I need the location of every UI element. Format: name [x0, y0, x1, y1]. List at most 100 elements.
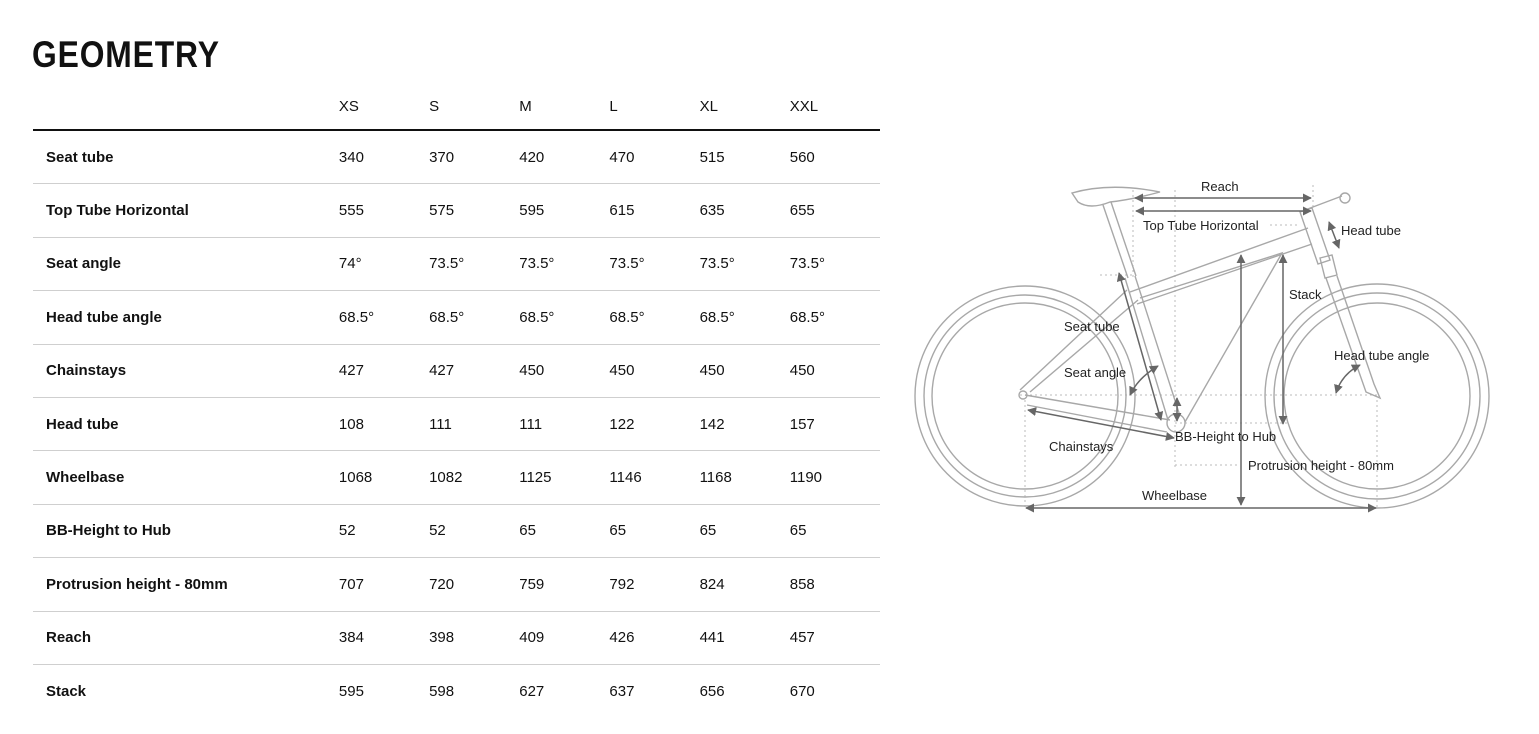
row-label: Top Tube Horizontal — [33, 183, 339, 238]
cell-value: 65 — [789, 504, 880, 559]
cell-value: 142 — [699, 397, 790, 452]
cell-value: 68.5° — [429, 290, 520, 345]
cell-value: 409 — [519, 611, 610, 665]
cell-value: 68.5° — [699, 290, 790, 345]
cell-value: 74° — [338, 237, 430, 292]
cell-value: 111 — [519, 397, 610, 452]
table-row: Stack 595 598 627 637 656 670 — [33, 664, 880, 717]
table-row: Chainstays 427 427 450 450 450 450 — [33, 344, 880, 398]
head-tube-angle-arc — [1334, 364, 1361, 394]
label-head-tube-angle: Head tube angle — [1334, 348, 1429, 363]
table-row: Head tube angle 68.5° 68.5° 68.5° 68.5° 68.5°… — [33, 290, 880, 345]
chainstays-arrow — [1027, 407, 1175, 441]
label-head-tube: Head tube — [1341, 223, 1401, 238]
size-header: XL — [699, 84, 790, 131]
cell-value: 370 — [429, 130, 520, 185]
cell-value: 450 — [519, 344, 610, 398]
cell-value: 1146 — [609, 450, 700, 505]
row-label: BB-Height to Hub — [33, 504, 339, 559]
label-bb-height: BB-Height to Hub — [1175, 429, 1276, 444]
label-top-tube: Top Tube Horizontal — [1143, 218, 1259, 233]
cell-value: 1168 — [699, 450, 790, 505]
cell-value: 555 — [338, 183, 430, 238]
size-header: M — [519, 84, 610, 131]
size-header: S — [429, 84, 520, 131]
cell-value: 595 — [519, 183, 610, 238]
cell-value: 450 — [789, 344, 880, 398]
head-tube-arrow — [1327, 221, 1341, 249]
cell-value: 68.5° — [519, 290, 610, 345]
cell-value: 707 — [338, 557, 430, 612]
cell-value: 65 — [609, 504, 700, 559]
cell-value: 635 — [699, 183, 790, 238]
cell-value: 858 — [789, 557, 880, 612]
cell-value: 384 — [338, 611, 430, 665]
cell-value: 65 — [699, 504, 790, 559]
cell-value: 450 — [699, 344, 790, 398]
row-label: Stack — [46, 682, 87, 700]
cell-value: 598 — [429, 682, 455, 700]
cell-value: 515 — [699, 130, 790, 185]
row-label: Chainstays — [33, 344, 339, 398]
geometry-table: XS S M L XL XXL Seat tube 340 370 420 470 515… — [33, 84, 880, 717]
label-seat-angle: Seat angle — [1064, 365, 1126, 380]
cell-value: 398 — [429, 611, 520, 665]
cell-value: 824 — [699, 557, 790, 612]
bike-geometry-diagram: Reach Top Tube Horizontal Head tube Stac… — [914, 179, 1490, 513]
seat-angle-arc — [1129, 365, 1159, 396]
cell-value: 68.5° — [609, 290, 700, 345]
table-row: BB-Height to Hub 52 52 65 65 65 65 — [33, 504, 880, 559]
cell-value: 52 — [338, 504, 430, 559]
header-empty — [33, 84, 339, 131]
cell-value: 627 — [519, 682, 545, 700]
cell-value: 720 — [429, 557, 520, 612]
cell-value: 656 — [699, 682, 725, 700]
cell-value: 65 — [519, 504, 610, 559]
table-row: Wheelbase 1068 1082 1125 1146 1168 1190 — [33, 450, 880, 505]
cell-value: 68.5° — [789, 290, 880, 345]
cell-value: 427 — [429, 344, 520, 398]
cell-value: 441 — [699, 611, 790, 665]
label-stack: Stack — [1289, 287, 1322, 302]
cell-value: 655 — [789, 183, 880, 238]
cell-value: 73.5° — [609, 237, 700, 292]
cell-value: 615 — [609, 183, 700, 238]
row-label: Protrusion height - 80mm — [33, 557, 339, 612]
row-label: Head tube angle — [33, 290, 339, 345]
cell-value: 470 — [609, 130, 700, 185]
row-label: Head tube — [33, 397, 339, 452]
row-label: Wheelbase — [33, 450, 339, 505]
label-seat-tube: Seat tube — [1064, 319, 1120, 334]
table-header-row: XS S M L XL XXL — [33, 84, 880, 131]
cell-value: 457 — [789, 611, 880, 665]
cell-value: 157 — [789, 397, 880, 452]
cell-value: 1082 — [429, 450, 520, 505]
label-reach: Reach — [1201, 179, 1239, 194]
cell-value: 73.5° — [699, 237, 790, 292]
cell-value: 111 — [429, 397, 520, 452]
cell-value: 108 — [338, 397, 430, 452]
cell-value: 575 — [429, 183, 520, 238]
cell-value: 73.5° — [519, 237, 610, 292]
cell-value: 122 — [609, 397, 700, 452]
size-header: L — [609, 84, 700, 131]
cell-value: 792 — [609, 557, 700, 612]
cell-value: 1125 — [519, 450, 610, 505]
page-title: GEOMETRY — [32, 34, 220, 75]
row-label: Reach — [33, 611, 339, 665]
cell-value: 560 — [789, 130, 880, 185]
cell-value: 420 — [519, 130, 610, 185]
cell-value: 759 — [519, 557, 610, 612]
row-label: Seat angle — [33, 237, 339, 292]
table-row: Seat tube 340 370 420 470 515 560 — [33, 130, 880, 185]
size-header: XXL — [789, 84, 880, 131]
cell-value: 670 — [789, 682, 815, 700]
cell-value: 595 — [338, 682, 364, 700]
cell-value: 1190 — [789, 450, 880, 505]
label-chainstays: Chainstays — [1049, 439, 1114, 454]
table-row: Seat angle 74° 73.5° 73.5° 73.5° 73.5° 73.5° — [33, 237, 880, 292]
cell-value: 450 — [609, 344, 700, 398]
label-wheelbase: Wheelbase — [1142, 488, 1207, 503]
cell-value: 73.5° — [429, 237, 520, 292]
table-row: Top Tube Horizontal 555 575 595 615 635 655 — [33, 183, 880, 238]
